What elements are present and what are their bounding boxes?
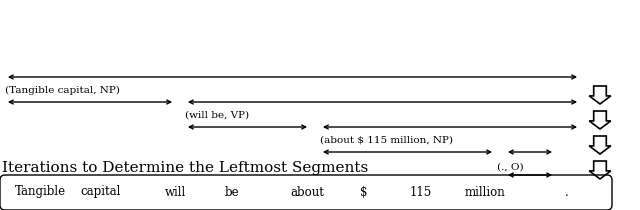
Text: 115: 115 [410,185,432,198]
Text: will: will [165,185,186,198]
Text: million: million [465,185,506,198]
Text: be: be [225,185,239,198]
Text: about: about [290,185,324,198]
Text: Tangible: Tangible [15,185,66,198]
Text: (about $ 115 million, NP): (about $ 115 million, NP) [320,136,453,145]
Text: $: $ [360,185,367,198]
FancyBboxPatch shape [0,175,612,210]
Text: .: . [565,185,569,198]
Text: (will be, VP): (will be, VP) [185,111,249,120]
Text: capital: capital [80,185,120,198]
Text: (Tangible capital, NP): (Tangible capital, NP) [5,86,120,95]
Text: (., O): (., O) [497,163,524,172]
Text: Iterations to Determine the Leftmost Segments: Iterations to Determine the Leftmost Seg… [2,161,368,175]
